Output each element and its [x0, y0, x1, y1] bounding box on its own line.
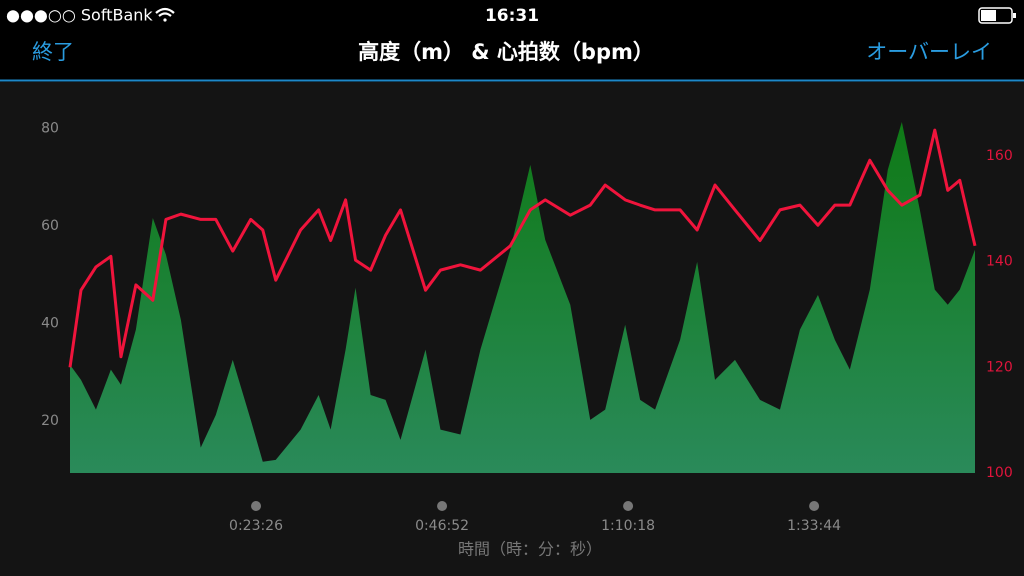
- top-bar-bg: [0, 0, 1024, 82]
- y2-tick-label: 120: [986, 359, 1013, 375]
- heart-rate-line: [68, 128, 977, 368]
- wifi-icon: [155, 7, 175, 22]
- battery-icon: [978, 7, 1016, 24]
- y2-tick-label: 100: [986, 465, 1013, 481]
- x-tick-dot: [809, 501, 820, 511]
- y-tick-label: 20: [41, 413, 59, 429]
- carrier: ●●●○○ SoftBank: [6, 6, 153, 25]
- overlay-button[interactable]: オーバーレイ: [866, 40, 992, 64]
- x-tick-dot: [437, 501, 448, 511]
- x-axis-label: 時間（時：分：秒）: [458, 540, 602, 559]
- altitude-area: [70, 121, 975, 474]
- x-tick-dot: [251, 501, 262, 511]
- done-button[interactable]: 終了: [32, 40, 74, 64]
- x-tick-label: 0:23:26: [229, 518, 283, 534]
- y2-tick-label: 160: [986, 148, 1013, 164]
- nav-title: 高度（m） & 心拍数（bpm）: [358, 40, 654, 64]
- y-tick-label: 80: [41, 120, 59, 136]
- x-tick-label: 1:33:44: [787, 518, 841, 534]
- clock: 16:31: [485, 6, 539, 26]
- x-tick-label: 1:10:18: [601, 518, 655, 534]
- x-tick-dot: [623, 501, 634, 511]
- x-tick-label: 0:46:52: [415, 518, 469, 534]
- y-tick-label: 60: [41, 218, 59, 234]
- y-tick-label: 40: [41, 315, 59, 331]
- y2-tick-label: 140: [986, 254, 1013, 270]
- plot: 20 40 60 80 100 120 140 160 0:23:26 0:46:52 1:10:1…: [41, 120, 1013, 534]
